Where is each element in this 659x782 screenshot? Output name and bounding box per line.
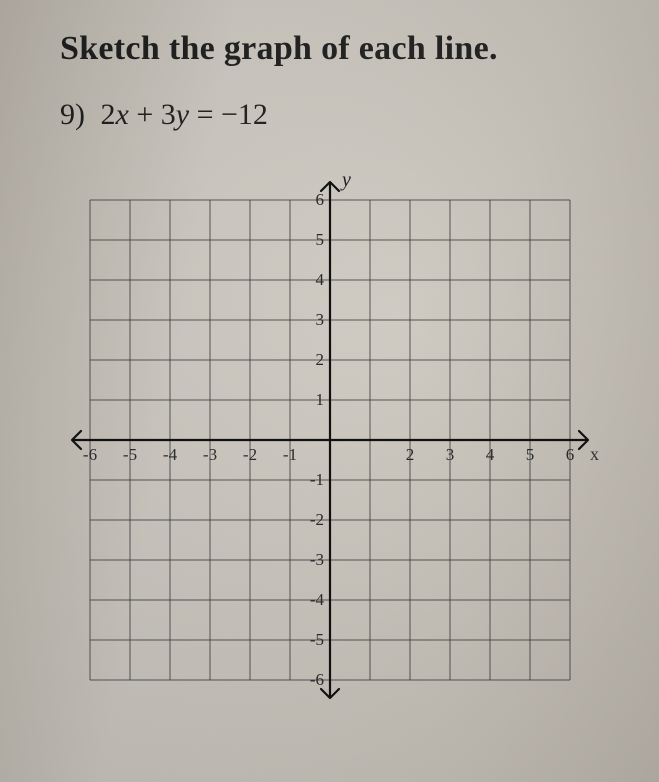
problem-equation: 2x + 3y = −12 (101, 98, 268, 131)
x-tick-label: 4 (486, 445, 495, 464)
x-tick-label: -5 (123, 445, 137, 464)
y-tick-label: 6 (316, 190, 325, 209)
y-tick-label: 1 (316, 390, 325, 409)
worksheet-page: Sketch the graph of each line. 9) 2x + 3… (0, 0, 659, 782)
x-axis-label: x (590, 444, 599, 464)
x-tick-label: -3 (203, 445, 217, 464)
y-tick-label: 4 (316, 270, 325, 289)
y-tick-label: 3 (316, 310, 325, 329)
x-tick-label: -2 (243, 445, 257, 464)
page-title: Sketch the graph of each line. (60, 30, 635, 68)
x-tick-label: 2 (406, 445, 415, 464)
y-tick-label: 5 (316, 230, 325, 249)
coordinate-grid: y x 1 2 3 4 5 6 -1 -2 -3 -4 -5 -6 2 3 4 5 6 -6 -5 -4 -3 -2 -1 (50, 160, 610, 720)
y-tick-label: -1 (310, 470, 324, 489)
grid-svg: y x 1 2 3 4 5 6 -1 -2 -3 -4 -5 -6 2 3 4 5 6 -6 -5 -4 -3 -2 -1 (50, 160, 610, 720)
x-tick-label: 5 (526, 445, 535, 464)
y-tick-label: -4 (310, 590, 325, 609)
problem-number: 9) (60, 98, 85, 131)
y-tick-label: -5 (310, 630, 324, 649)
x-tick-label: 6 (566, 445, 575, 464)
problem-line: 9) 2x + 3y = −12 (60, 98, 635, 132)
y-tick-label: -6 (310, 670, 324, 689)
y-tick-label: -3 (310, 550, 324, 569)
x-tick-label: -1 (283, 445, 297, 464)
y-tick-label: 2 (316, 350, 325, 369)
x-tick-label: 3 (446, 445, 455, 464)
x-tick-label: -6 (83, 445, 97, 464)
y-tick-label: -2 (310, 510, 324, 529)
x-tick-label: -4 (163, 445, 178, 464)
y-axis-label: y (340, 169, 351, 191)
